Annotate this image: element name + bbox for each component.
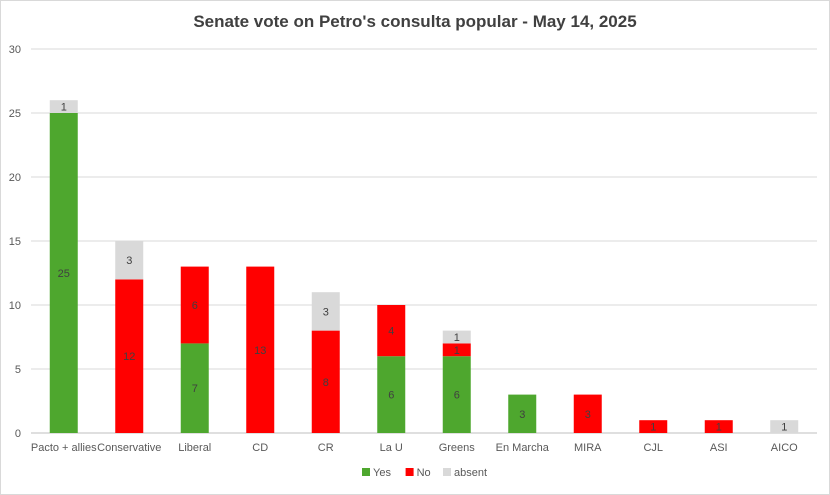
bar-segment-absent <box>442 330 471 344</box>
data-label: 1 <box>716 422 722 434</box>
data-label: 1 <box>61 102 67 114</box>
y-tick-label: 30 <box>9 44 21 56</box>
bar-segment-absent <box>115 241 144 280</box>
bar-segment-yes <box>442 356 471 433</box>
y-tick-label: 0 <box>15 428 21 440</box>
x-tick-label: Liberal <box>178 442 211 454</box>
bar-segment-yes <box>49 113 78 433</box>
legend-swatch-yes <box>362 468 370 476</box>
data-label: 3 <box>585 409 591 421</box>
legend-swatch-absent <box>443 468 451 476</box>
legend-label-yes: Yes <box>373 467 391 479</box>
bar-segment-yes <box>377 356 406 433</box>
y-tick-label: 5 <box>15 364 21 376</box>
x-tick-label: CR <box>318 442 334 454</box>
data-label: 3 <box>519 409 525 421</box>
bar-segment-absent <box>770 420 799 433</box>
bar-segment-no <box>442 343 471 357</box>
x-tick-label: MIRA <box>574 442 602 454</box>
legend-swatch-no <box>405 468 414 476</box>
data-label: 6 <box>454 390 460 402</box>
data-label: 6 <box>192 300 198 312</box>
data-label: 25 <box>58 268 70 280</box>
bar-segment-no <box>704 420 733 433</box>
chart-title: Senate vote on Petro's consulta popular … <box>193 12 637 31</box>
bar-segment-no <box>311 330 340 433</box>
y-tick-label: 25 <box>9 108 21 120</box>
x-tick-label: Conservative <box>97 442 161 454</box>
bar-segment-no <box>246 266 275 433</box>
data-label: 1 <box>454 332 460 344</box>
y-tick-label: 15 <box>9 236 21 248</box>
y-tick-label: 20 <box>9 172 21 184</box>
x-tick-label: La U <box>380 442 403 454</box>
bar-segment-no <box>377 305 406 357</box>
bar-segment-no <box>573 394 602 433</box>
y-tick-label: 10 <box>9 300 21 312</box>
data-label: 12 <box>123 351 135 363</box>
data-label: 13 <box>254 345 266 357</box>
data-label: 8 <box>323 377 329 389</box>
bar-segment-yes <box>180 343 209 433</box>
legend-label-absent: absent <box>454 467 487 479</box>
data-label: 1 <box>650 422 656 434</box>
x-tick-label: Pacto + allies <box>31 442 97 454</box>
bar-segment-yes <box>508 394 537 433</box>
x-tick-label: En Marcha <box>496 442 550 454</box>
data-label: 3 <box>126 255 132 267</box>
bar-segment-no <box>115 279 144 433</box>
x-tick-label: CJL <box>643 442 663 454</box>
data-label: 1 <box>454 345 460 357</box>
data-label: 3 <box>323 306 329 318</box>
bar-segment-absent <box>311 292 340 331</box>
legend-label-no: No <box>417 467 431 479</box>
x-tick-label: AICO <box>771 442 798 454</box>
bar-segment-no <box>180 266 209 344</box>
data-label: 6 <box>388 390 394 402</box>
x-tick-label: CD <box>252 442 268 454</box>
data-label: 1 <box>781 422 787 434</box>
x-tick-label: ASI <box>710 442 728 454</box>
bar-segment-absent <box>49 100 78 113</box>
data-label: 4 <box>388 326 394 338</box>
data-label: 7 <box>192 383 198 395</box>
x-tick-label: Greens <box>439 442 476 454</box>
bar-segment-no <box>639 420 668 433</box>
